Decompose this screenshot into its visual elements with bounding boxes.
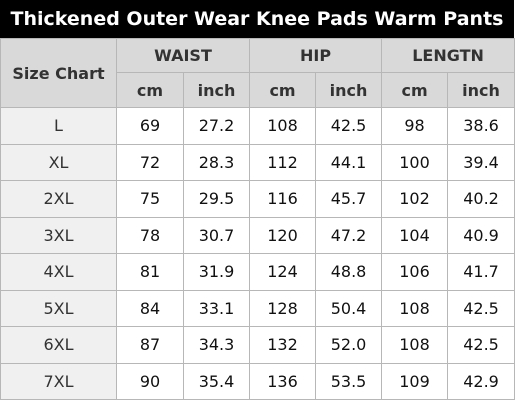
value-cell: 50.4 — [315, 289, 383, 327]
value-cell: 104 — [381, 216, 449, 254]
size-cell: L — [0, 107, 117, 145]
value-cell: 128 — [249, 289, 317, 327]
unit-header: cm — [249, 72, 317, 108]
value-cell: 102 — [381, 180, 449, 218]
value-cell: 84 — [116, 289, 184, 327]
data-row: L 69 27.2 108 42.5 98 38.6 — [0, 107, 516, 145]
value-cell: 40.9 — [447, 216, 516, 254]
unit-header: inch — [315, 72, 383, 108]
value-cell: 45.7 — [315, 180, 383, 218]
value-cell: 53.5 — [315, 362, 383, 400]
value-cell: 108 — [249, 107, 317, 145]
value-cell: 106 — [381, 253, 449, 291]
value-cell: 47.2 — [315, 216, 383, 254]
value-cell: 44.1 — [315, 143, 383, 181]
data-row: 6XL 87 34.3 132 52.0 108 42.5 — [0, 326, 516, 364]
value-cell: 40.2 — [447, 180, 516, 218]
value-cell: 42.9 — [447, 362, 516, 400]
value-cell: 132 — [249, 326, 317, 364]
unit-header: inch — [182, 72, 251, 108]
value-cell: 69 — [116, 107, 184, 145]
value-cell: 116 — [249, 180, 317, 218]
value-cell: 52.0 — [315, 326, 383, 364]
size-cell: 3XL — [0, 216, 117, 254]
table-body: Size Chart WAIST HIP LENGTN cm inch cm inch cm in… — [0, 38, 516, 400]
data-row: 5XL 84 33.1 128 50.4 108 42.5 — [0, 289, 516, 327]
value-cell: 41.7 — [447, 253, 516, 291]
value-cell: 108 — [381, 289, 449, 327]
data-row: XL 72 28.3 112 44.1 100 39.4 — [0, 143, 516, 181]
value-cell: 30.7 — [182, 216, 251, 254]
group-header: WAIST — [115, 38, 251, 73]
value-cell: 124 — [249, 253, 317, 291]
value-cell: 42.5 — [447, 289, 516, 327]
value-cell: 35.4 — [182, 362, 251, 400]
size-cell: XL — [0, 143, 117, 181]
value-cell: 87 — [116, 326, 184, 364]
value-cell: 81 — [116, 253, 184, 291]
group-header: LENGTN — [381, 38, 516, 73]
data-row: 2XL 75 29.5 116 45.7 102 40.2 — [0, 180, 516, 218]
unit-row: cm inch cm inch cm inch — [1, 72, 516, 108]
value-cell: 27.2 — [182, 107, 251, 145]
value-cell: 75 — [116, 180, 184, 218]
value-cell: 136 — [249, 362, 317, 400]
value-cell: 38.6 — [447, 107, 516, 145]
data-row: 3XL 78 30.7 120 47.2 104 40.9 — [0, 216, 516, 254]
size-cell: 4XL — [0, 253, 117, 291]
value-cell: 48.8 — [315, 253, 383, 291]
size-cell: 2XL — [0, 180, 117, 218]
value-cell: 33.1 — [182, 289, 251, 327]
value-cell: 72 — [116, 143, 184, 181]
value-cell: 39.4 — [447, 143, 516, 181]
unit-header: inch — [447, 72, 516, 108]
value-cell: 34.3 — [182, 326, 251, 364]
value-cell: 100 — [381, 143, 449, 181]
value-cell: 108 — [381, 326, 449, 364]
value-cell: 78 — [116, 216, 184, 254]
size-table: Size Chart WAIST HIP LENGTN cm inch cm inch cm in… — [0, 38, 516, 400]
size-cell: 5XL — [0, 289, 117, 327]
value-cell: 42.5 — [447, 326, 516, 364]
header-row: Size Chart WAIST HIP LENGTN — [0, 38, 516, 108]
title: Thickened Outer Wear Knee Pads Warm Pant… — [0, 0, 514, 38]
value-cell: 109 — [381, 362, 449, 400]
data-row: 4XL 81 31.9 124 48.8 106 41.7 — [0, 253, 516, 291]
value-cell: 31.9 — [182, 253, 251, 291]
value-cell: 120 — [249, 216, 317, 254]
size-cell: 7XL — [0, 362, 117, 400]
group-header: HIP — [249, 38, 383, 73]
value-cell: 29.5 — [182, 180, 251, 218]
corner-header: Size Chart — [0, 38, 117, 108]
unit-header: cm — [116, 72, 184, 108]
value-cell: 98 — [381, 107, 449, 145]
size-cell: 6XL — [0, 326, 117, 364]
unit-header: cm — [381, 72, 449, 108]
data-row: 7XL 90 35.4 136 53.5 109 42.9 — [0, 362, 516, 400]
value-cell: 28.3 — [182, 143, 251, 181]
value-cell: 112 — [249, 143, 317, 181]
value-cell: 90 — [116, 362, 184, 400]
value-cell: 42.5 — [315, 107, 383, 145]
